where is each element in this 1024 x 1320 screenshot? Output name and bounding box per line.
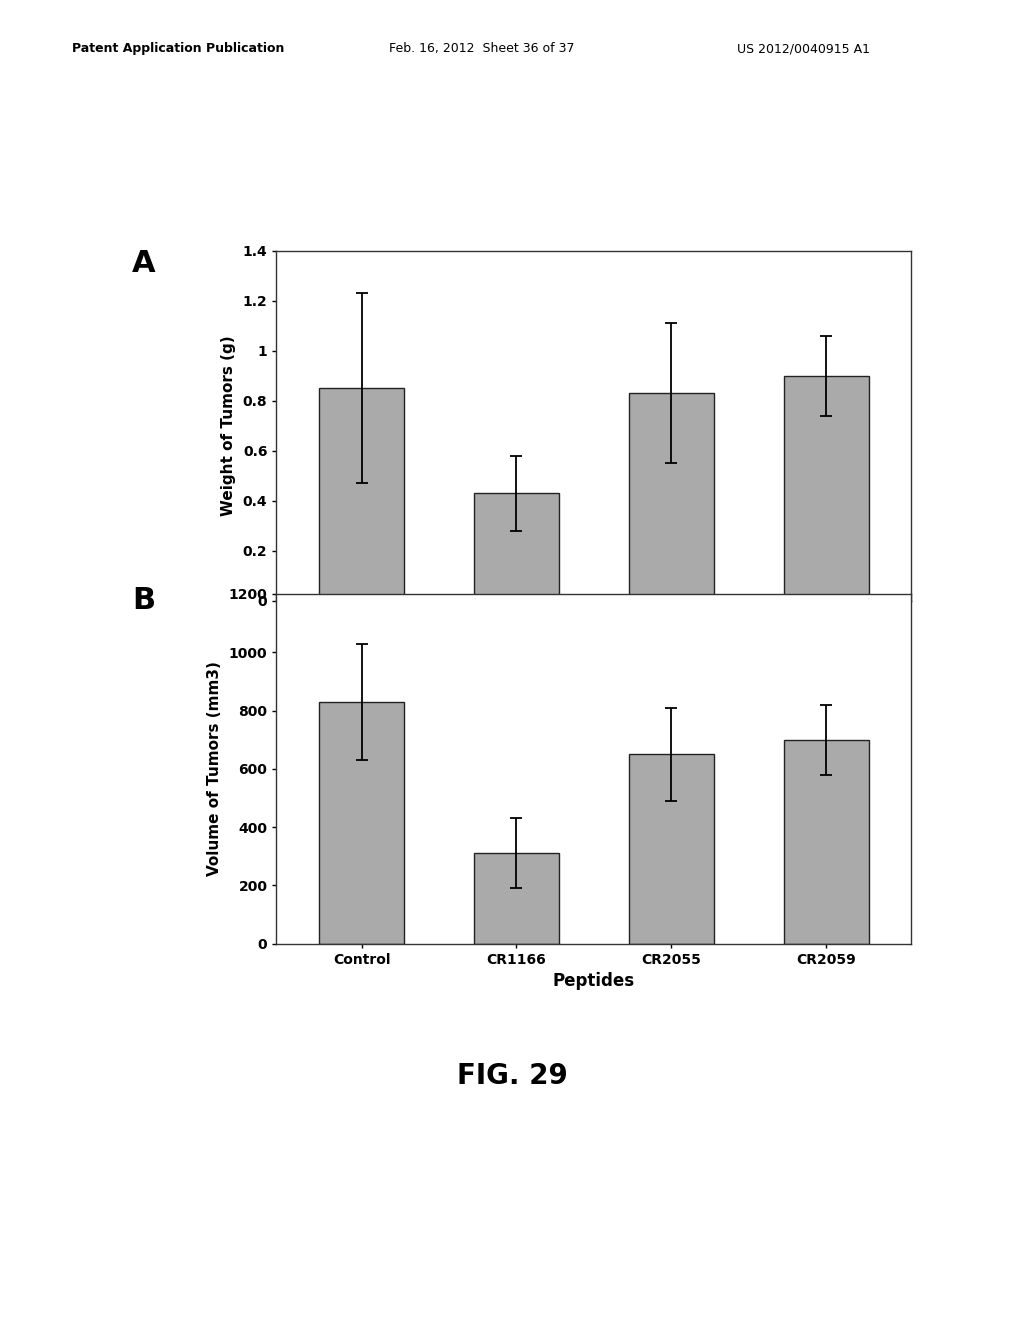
Text: B: B [132, 586, 155, 615]
Y-axis label: Volume of Tumors (mm3): Volume of Tumors (mm3) [207, 661, 222, 876]
Text: Feb. 16, 2012  Sheet 36 of 37: Feb. 16, 2012 Sheet 36 of 37 [389, 42, 574, 55]
Y-axis label: Weight of Tumors (g): Weight of Tumors (g) [221, 335, 236, 516]
Bar [783, 739, 868, 944]
X-axis label: Peptides: Peptides [553, 630, 635, 647]
Text: US 2012/0040915 A1: US 2012/0040915 A1 [737, 42, 870, 55]
Bar [319, 388, 404, 601]
Bar [474, 854, 559, 944]
Bar [319, 702, 404, 944]
Bar [783, 376, 868, 601]
Bar [629, 393, 714, 601]
Bar [629, 754, 714, 944]
X-axis label: Peptides: Peptides [553, 973, 635, 990]
Text: A: A [131, 249, 156, 279]
Text: FIG. 29: FIG. 29 [457, 1061, 567, 1090]
Text: Patent Application Publication: Patent Application Publication [72, 42, 284, 55]
Bar [474, 494, 559, 601]
